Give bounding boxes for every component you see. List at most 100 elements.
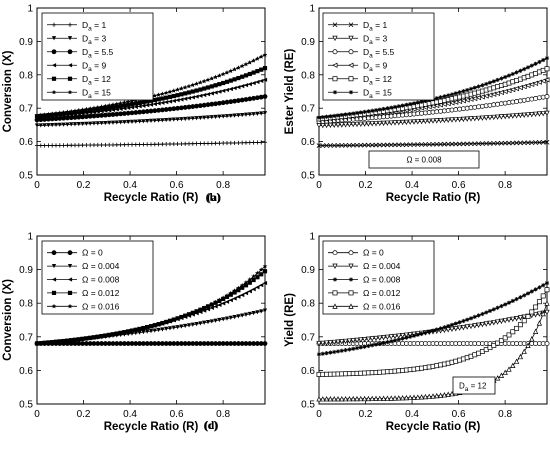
data-point [61,109,66,115]
data-point [510,362,516,368]
data-point [209,141,214,146]
legend-marker [332,90,338,95]
data-point [351,346,356,351]
data-point [148,328,154,334]
series-6 [316,56,550,120]
data-point [99,334,104,339]
data-point [430,393,436,399]
data-point [61,338,66,344]
data-point [221,301,226,306]
legend-marker [51,22,57,27]
data-point [354,121,360,128]
data-point [354,337,360,344]
data-point [347,347,352,352]
data-point [503,74,508,80]
data-point [258,94,264,100]
data-point [529,336,535,342]
data-point [224,87,230,93]
data-point [65,338,70,343]
legend-entry-3: Ω = 0.008 [363,275,401,285]
data-point [544,110,550,117]
data-point [320,143,326,148]
legend-marker [51,76,57,81]
data-point [388,142,394,148]
data-point [373,142,379,148]
data-point [125,329,131,335]
legend-entry-4-subscript: a [88,66,92,73]
data-point [533,304,539,310]
data-point [175,325,180,330]
data-point [194,94,199,99]
data-point [354,110,360,116]
legend-box [41,240,154,315]
legend-entry-5-value: = 12 [373,74,392,84]
data-point [502,369,508,375]
data-point [110,105,116,110]
y-tick-label: 0.9 [301,37,315,48]
legend-marker [51,264,57,269]
data-point [183,141,188,146]
data-point [133,104,138,109]
data-point [118,120,123,125]
data-point [510,113,516,119]
data-point [141,326,146,331]
x-tick-label: 0.2 [77,409,91,420]
data-point [438,326,443,331]
data-point [502,335,508,341]
data-point [533,287,538,292]
data-point [114,104,119,109]
legend-entry-4: Ω = 0.012 [363,288,401,298]
data-point [389,105,394,110]
data-point [468,316,474,321]
data-point [487,80,493,85]
data-point [221,114,226,119]
x-tick-label: 0.4 [123,409,137,420]
data-point [99,104,104,109]
data-point [320,351,325,356]
data-point [380,120,387,127]
data-point [148,102,154,107]
data-point [145,142,150,147]
data-point [110,102,116,107]
data-point [156,322,161,327]
data-point [236,288,241,293]
data-point [152,142,157,147]
data-point [129,98,135,103]
data-point [57,110,63,115]
data-point [517,322,523,328]
data-point [183,323,188,329]
data-point [510,71,515,77]
data-point [213,299,218,305]
data-point [525,112,531,118]
data-point [243,280,249,285]
legend-marker [51,36,57,41]
y-tick-label: 0.9 [19,265,33,276]
legend-marker [51,63,57,68]
legend-marker [51,277,57,282]
data-point [422,393,429,400]
legend-entry-1: Da = 1 [363,20,387,33]
data-point [251,287,256,292]
legend-marker [348,303,354,309]
data-point [484,310,489,315]
data-point [34,123,40,128]
data-point [255,310,260,315]
data-point [145,99,150,104]
data-point [472,116,478,122]
legend-marker [332,277,338,282]
data-point [332,349,337,355]
data-point [354,346,360,351]
data-point [373,395,379,401]
data-point [465,317,470,322]
data-point [262,66,268,71]
data-point [190,95,195,100]
legend-marker [51,290,57,295]
legend-marker [348,62,354,68]
data-point [46,123,51,128]
data-point [126,119,131,125]
data-point [457,141,462,147]
data-point [160,96,165,101]
data-point [183,116,188,122]
data-point [399,395,406,401]
